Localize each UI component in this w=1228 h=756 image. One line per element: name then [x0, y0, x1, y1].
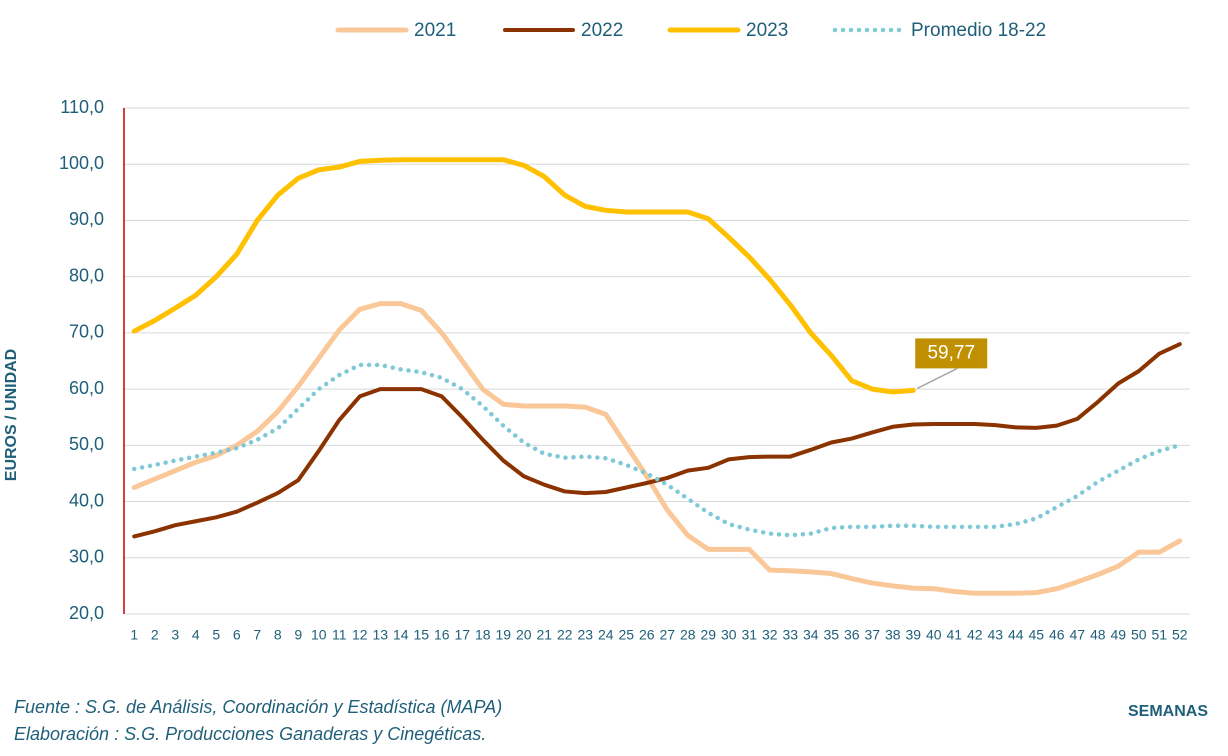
x-tick-label: 18: [475, 627, 491, 643]
data-label: 59,77: [927, 342, 975, 363]
x-tick-label: 19: [495, 627, 511, 643]
x-tick-label: 32: [762, 627, 778, 643]
footnote: Elaboración : S.G. Producciones Ganadera…: [14, 724, 486, 744]
x-tick-label: 46: [1049, 627, 1065, 643]
series-line: [131, 301, 1183, 596]
x-tick-label: 33: [782, 627, 798, 643]
x-tick-label: 39: [905, 627, 921, 643]
y-tick-label: 90,0: [69, 209, 104, 229]
x-tick-label: 1: [130, 627, 138, 643]
x-tick-label: 27: [659, 627, 675, 643]
x-tick-label: 16: [434, 627, 450, 643]
x-tick-label: 35: [823, 627, 839, 643]
series-line: [132, 362, 1182, 538]
x-tick-label: 13: [372, 627, 388, 643]
x-tick-label: 11: [332, 627, 347, 643]
data-label-box: [915, 338, 988, 369]
x-tick-label: 8: [274, 627, 282, 643]
x-tick-label: 2: [151, 627, 159, 643]
x-tick-label: 49: [1110, 627, 1126, 643]
x-tick-label: 22: [557, 627, 573, 643]
y-axis-label: EUROS / UNIDAD: [3, 349, 20, 481]
x-tick-label: 9: [294, 627, 302, 643]
legend-label: 2022: [581, 20, 623, 41]
legend-label: 2021: [414, 20, 456, 41]
y-tick-label: 110,0: [60, 97, 104, 117]
legend-label: Promedio 18-22: [911, 20, 1046, 41]
series-line: [132, 342, 1182, 539]
x-tick-label: 24: [598, 627, 614, 643]
leader-line: [916, 367, 958, 390]
x-tick-label: 51: [1151, 627, 1167, 643]
x-tick-label: 4: [192, 627, 200, 643]
x-tick-label: 3: [171, 627, 179, 643]
x-tick-label: 29: [700, 627, 716, 643]
x-tick-label: 30: [721, 627, 737, 643]
x-tick-label: 42: [967, 627, 983, 643]
x-tick-label: 37: [864, 627, 880, 643]
x-tick-label: 23: [577, 627, 593, 643]
x-tick-label: 25: [618, 627, 634, 643]
x-tick-label: 15: [413, 627, 429, 643]
x-tick-label: 28: [680, 627, 696, 643]
y-tick-label: 20,0: [69, 603, 104, 623]
legend-label: 2023: [746, 20, 788, 41]
x-tick-label: 43: [987, 627, 1003, 643]
y-tick-label: 50,0: [69, 434, 104, 454]
x-axis-label: SEMANAS: [1128, 703, 1208, 720]
x-tick-label: 12: [352, 627, 368, 643]
x-tick-label: 50: [1131, 627, 1147, 643]
x-tick-label: 34: [803, 627, 819, 643]
x-tick-label: 7: [253, 627, 261, 643]
y-tick-label: 60,0: [69, 378, 104, 398]
x-tick-label: 44: [1008, 627, 1024, 643]
x-tick-label: 38: [885, 627, 901, 643]
x-tick-label: 36: [844, 627, 860, 643]
x-tick-label: 45: [1028, 627, 1044, 643]
x-tick-label: 31: [741, 627, 757, 643]
x-tick-label: 47: [1069, 627, 1085, 643]
footnote: Fuente : S.G. de Análisis, Coordinación …: [14, 697, 502, 717]
x-tick-label: 48: [1090, 627, 1106, 643]
y-tick-label: 70,0: [69, 322, 104, 342]
x-tick-label: 17: [454, 627, 470, 643]
x-tick-label: 10: [311, 627, 327, 643]
y-tick-label: 40,0: [69, 490, 104, 510]
y-tick-label: 80,0: [69, 265, 104, 285]
x-tick-label: 5: [212, 627, 220, 643]
y-tick-label: 30,0: [69, 547, 104, 567]
x-tick-label: 40: [926, 627, 942, 643]
y-tick-label: 100,0: [59, 153, 104, 173]
x-tick-label: 52: [1172, 627, 1188, 643]
x-tick-label: 26: [639, 627, 655, 643]
x-tick-label: 6: [233, 627, 241, 643]
x-tick-label: 41: [946, 627, 962, 643]
x-tick-label: 14: [393, 627, 409, 643]
x-tick-label: 21: [536, 627, 552, 643]
x-tick-label: 20: [516, 627, 532, 643]
series-line: [131, 157, 916, 395]
